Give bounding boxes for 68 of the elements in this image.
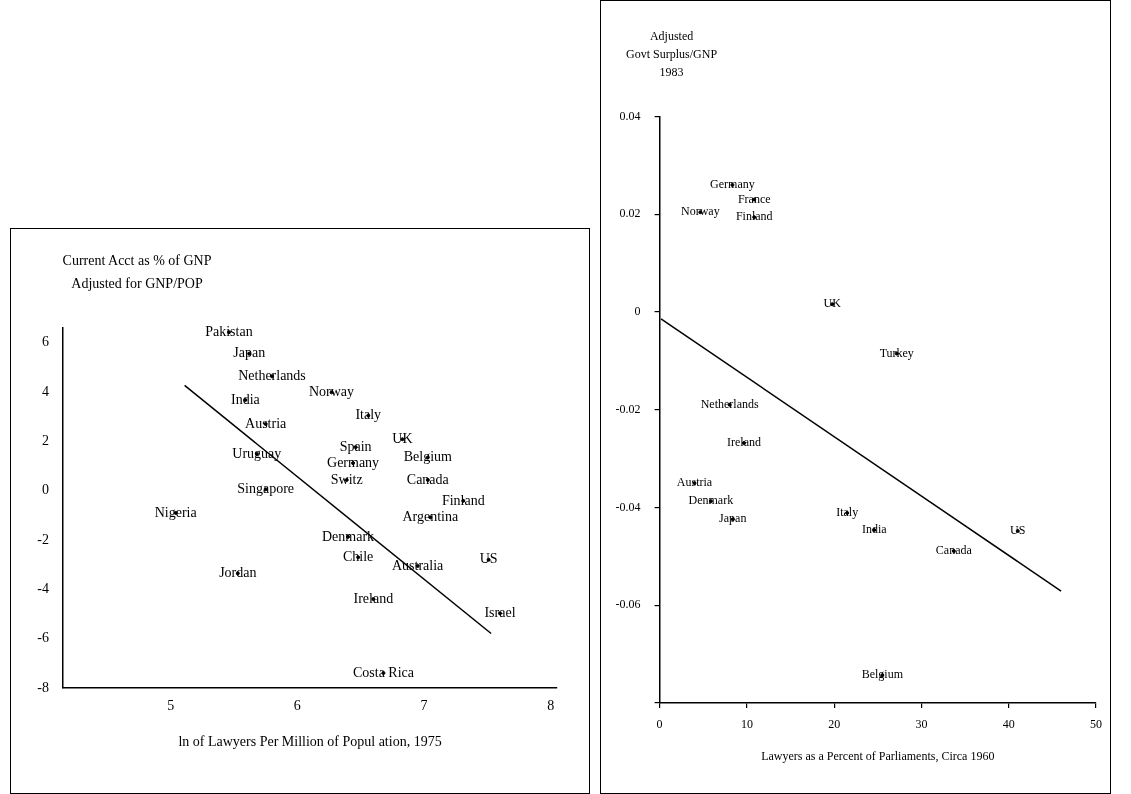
data-label: Canada xyxy=(406,471,450,487)
y-tick-label: -0.04 xyxy=(615,499,641,514)
data-label: Denmark xyxy=(688,493,734,508)
data-label: Israel xyxy=(484,604,516,620)
y-tick-label: -2 xyxy=(37,531,49,547)
x-axis-title: ln of Lawyers Per Million of Popul ation, 1975 xyxy=(178,733,442,749)
data-label: UK xyxy=(392,430,413,446)
x-tick-label: 30 xyxy=(915,717,928,732)
x-tick-label: 40 xyxy=(1002,717,1015,732)
data-label: Argentina xyxy=(402,509,459,525)
y-tick-label: -8 xyxy=(37,679,49,695)
data-label: Belgium xyxy=(403,449,453,465)
data-label: Switz xyxy=(330,471,363,487)
data-label: Spain xyxy=(339,438,372,454)
data-label: Netherlands xyxy=(700,397,759,412)
x-tick-label: 0 xyxy=(656,717,663,732)
x-tick-label: 10 xyxy=(740,717,753,732)
data-label: Italy xyxy=(355,407,382,423)
data-label: Austria xyxy=(676,475,713,490)
data-label: Ireland xyxy=(727,435,761,450)
y-tick-label: 0 xyxy=(634,304,641,319)
data-label: India xyxy=(861,522,888,537)
y-tick-label: 4 xyxy=(42,383,49,399)
data-label: US xyxy=(1010,523,1026,538)
data-label: Singapore xyxy=(237,480,295,496)
data-label: Canada xyxy=(935,543,973,558)
y-tick-label: -0.02 xyxy=(615,401,641,416)
y-tick-label: -6 xyxy=(37,630,49,646)
data-label: Finland xyxy=(735,209,773,224)
data-label: Norway xyxy=(308,384,355,400)
data-label: Netherlands xyxy=(238,368,306,383)
x-tick-label: 6 xyxy=(293,698,301,714)
x-tick-label: 7 xyxy=(420,698,428,714)
x-tick-label: 50 xyxy=(1090,717,1102,732)
x-axis-title: Lawyers as a Percent of Parliaments, Circa 1960 xyxy=(761,749,995,764)
y-tick-label: 0.04 xyxy=(619,108,641,123)
data-label: Austria xyxy=(245,415,288,431)
data-label: Ireland xyxy=(353,590,394,606)
y-axis-title: Current Acct as % of GNP Adjusted for GNP/POP xyxy=(62,252,212,291)
data-label: Nigeria xyxy=(154,504,198,520)
data-label: Italy xyxy=(836,505,859,520)
y-tick-label: 2 xyxy=(42,433,49,449)
x-tick-label: 5 xyxy=(167,698,175,714)
y-axis-title: Adjusted Govt Surplus/GNP 1983 xyxy=(626,29,718,80)
data-label: Turkey xyxy=(879,345,914,360)
data-label: Finland xyxy=(441,492,485,508)
data-label: Pakistan xyxy=(205,323,253,339)
data-label: Germany xyxy=(327,454,380,470)
data-label: US xyxy=(479,551,498,567)
y-tick-label: 0.02 xyxy=(619,206,641,221)
data-label: UK xyxy=(823,296,842,311)
data-label: Jordan xyxy=(219,565,257,581)
data-label: Norway xyxy=(681,204,720,219)
x-tick-label: 8 xyxy=(547,698,555,714)
x-tick-label: 20 xyxy=(828,717,841,732)
y-tick-label: 6 xyxy=(42,334,49,350)
data-label: Japan xyxy=(233,345,266,361)
data-label: India xyxy=(231,391,261,407)
data-label: Costa Rica xyxy=(352,664,415,680)
data-label: Germany xyxy=(710,177,755,192)
data-label: France xyxy=(737,191,771,206)
data-label: Japan xyxy=(719,511,747,526)
data-label: Belgium xyxy=(861,667,904,682)
y-tick-label: 0 xyxy=(42,482,49,498)
y-tick-label: -4 xyxy=(37,581,49,597)
data-label: Denmark xyxy=(321,528,375,544)
data-label: Chile xyxy=(342,548,374,564)
y-tick-label: -0.06 xyxy=(615,597,641,612)
